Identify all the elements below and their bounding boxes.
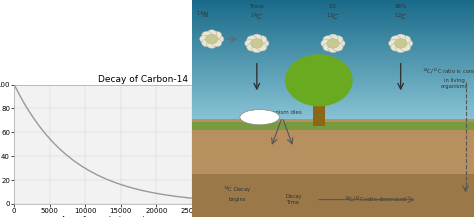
Circle shape bbox=[391, 36, 401, 43]
Circle shape bbox=[211, 31, 222, 39]
Circle shape bbox=[391, 43, 401, 51]
Circle shape bbox=[200, 35, 210, 43]
Circle shape bbox=[206, 34, 218, 44]
Circle shape bbox=[323, 36, 333, 43]
Circle shape bbox=[401, 43, 411, 51]
Text: $^{12}$C: $^{12}$C bbox=[326, 12, 340, 23]
Circle shape bbox=[207, 41, 217, 48]
Circle shape bbox=[257, 43, 267, 51]
Text: $^{14}$C/$^{12}$C ratio is constant
in living
organisms: $^{14}$C/$^{12}$C ratio is constant in l… bbox=[422, 67, 474, 89]
Text: $^{14}$C Decay
begins: $^{14}$C Decay begins bbox=[223, 185, 251, 202]
Circle shape bbox=[333, 36, 343, 43]
Text: Organism dies: Organism dies bbox=[262, 110, 302, 115]
Circle shape bbox=[207, 30, 217, 38]
Circle shape bbox=[252, 34, 262, 42]
Circle shape bbox=[201, 31, 212, 39]
Circle shape bbox=[321, 39, 331, 47]
FancyBboxPatch shape bbox=[192, 119, 474, 178]
Circle shape bbox=[335, 39, 345, 47]
Circle shape bbox=[333, 43, 343, 51]
Circle shape bbox=[214, 35, 224, 43]
Circle shape bbox=[285, 54, 353, 106]
Text: $^{14}$N: $^{14}$N bbox=[197, 10, 210, 21]
Circle shape bbox=[252, 45, 262, 53]
FancyBboxPatch shape bbox=[192, 122, 474, 130]
Circle shape bbox=[201, 39, 212, 47]
X-axis label: Age of sample (years): Age of sample (years) bbox=[61, 215, 145, 217]
Circle shape bbox=[245, 39, 255, 47]
Text: 99%: 99% bbox=[395, 4, 407, 9]
Circle shape bbox=[251, 39, 263, 48]
Circle shape bbox=[327, 39, 339, 48]
Text: $^{14}$C/$^{12}$C ratio decreased: $^{14}$C/$^{12}$C ratio decreased bbox=[344, 195, 407, 204]
Circle shape bbox=[247, 36, 257, 43]
Ellipse shape bbox=[240, 110, 279, 125]
Circle shape bbox=[328, 45, 338, 53]
FancyBboxPatch shape bbox=[192, 174, 474, 217]
Circle shape bbox=[247, 43, 257, 51]
Circle shape bbox=[259, 39, 269, 47]
Text: Trace: Trace bbox=[249, 4, 264, 9]
Text: Decay
Time: Decay Time bbox=[285, 194, 302, 205]
Circle shape bbox=[389, 39, 399, 47]
Text: $^{14}$C: $^{14}$C bbox=[250, 12, 264, 23]
Text: Decay of Carbon-14: Decay of Carbon-14 bbox=[99, 75, 188, 84]
Circle shape bbox=[323, 43, 333, 51]
Circle shape bbox=[401, 36, 411, 43]
Text: $^{12}$C: $^{12}$C bbox=[394, 12, 407, 23]
Circle shape bbox=[257, 36, 267, 43]
Circle shape bbox=[211, 39, 222, 47]
Circle shape bbox=[396, 34, 406, 42]
FancyBboxPatch shape bbox=[313, 91, 325, 126]
Text: 1%: 1% bbox=[328, 4, 337, 9]
Circle shape bbox=[394, 39, 407, 48]
Circle shape bbox=[328, 34, 338, 42]
Circle shape bbox=[402, 39, 413, 47]
Circle shape bbox=[396, 45, 406, 53]
